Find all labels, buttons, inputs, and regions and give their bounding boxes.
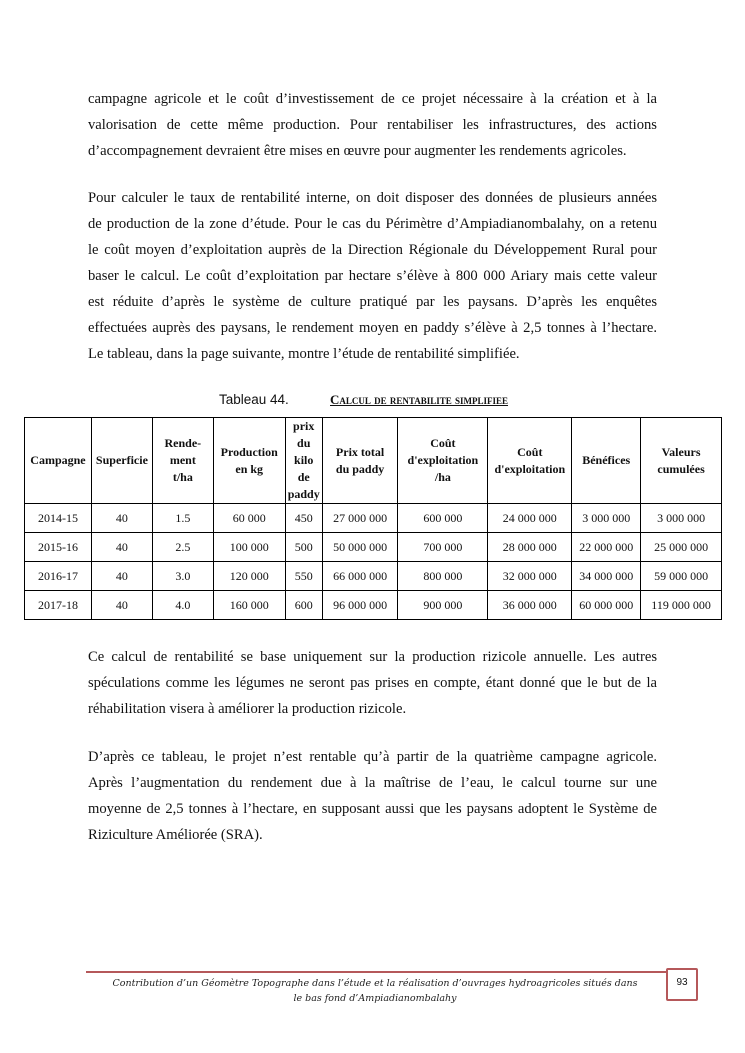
table-cell: 36 000 000 xyxy=(487,590,573,620)
profitability-table: Campagne Superficie Rende- ment t/ha Produc… xyxy=(24,417,722,620)
table-cell: 600 xyxy=(284,590,323,620)
table-cell: 3 000 000 xyxy=(571,503,642,533)
table-cell: 800 000 xyxy=(397,561,489,591)
column-header: prix du kilo de paddy xyxy=(284,417,323,504)
paragraph-line: Ce calcul de rentabilité se base uniquem… xyxy=(88,649,657,665)
paragraph: campagne agricole et le coût d’investiss… xyxy=(88,86,657,164)
paragraph-line: effectuées auprès des paysans, le rendem… xyxy=(88,320,657,336)
table-cell: 450 xyxy=(284,503,323,533)
table-title: Calcul de rentabilite simplifiee xyxy=(330,392,509,407)
paragraph: D’après ce tableau, le projet n’est rent… xyxy=(88,744,657,848)
table-cell: 500 xyxy=(284,532,323,562)
footer-text: Contribution d’un Géomètre Topographe da… xyxy=(112,978,638,1004)
paragraph-line: campagne agricole et le coût d’investiss… xyxy=(88,91,657,107)
paragraph-line: de production de la zone d’étude. Pour l… xyxy=(88,216,657,232)
table-cell: 3.0 xyxy=(151,561,214,591)
table-cell: 2014-15 xyxy=(24,503,92,533)
paragraph: Pour calculer le taux de rentabilité int… xyxy=(88,185,657,367)
footer-divider xyxy=(86,971,666,973)
paragraph-line: D’après ce tableau, le projet n’est rent… xyxy=(88,749,657,765)
table-cell: 50 000 000 xyxy=(321,532,399,562)
table-cell: 24 000 000 xyxy=(487,503,573,533)
column-header: Campagne xyxy=(24,417,92,504)
column-header: Coût d'exploitation xyxy=(487,417,573,504)
table-cell: 40 xyxy=(90,590,153,620)
table-cell: 60 000 000 xyxy=(571,590,642,620)
table-cell: 2016-17 xyxy=(24,561,92,591)
table-cell: 40 xyxy=(90,503,153,533)
paragraph-line: le coût moyen d’exploitation auprès de l… xyxy=(88,242,657,258)
table-cell: 25 000 000 xyxy=(640,532,722,562)
table-cell: 550 xyxy=(284,561,323,591)
paragraph-line: spéculations comme les légumes ne seront… xyxy=(88,675,657,691)
column-header: Valeurs cumulées xyxy=(640,417,722,504)
table-cell: 1.5 xyxy=(151,503,214,533)
paragraph-line: Après l’augmentation du rendement due à … xyxy=(88,775,657,791)
paragraph-line: Riziculture Améliorée (SRA). xyxy=(88,827,263,843)
paragraph-line: baser le calcul. Le coût d’exploitation … xyxy=(88,268,657,284)
paragraph-line: moyenne de 2,5 tonnes à l’hectare, en su… xyxy=(88,801,657,817)
table-cell: 119 000 000 xyxy=(640,590,722,620)
paragraph-line: d’accompagnement devraient être mises en… xyxy=(88,143,627,159)
table-number: Tableau 44. xyxy=(219,392,289,407)
paragraph-line: réhabilitation visera à améliorer la pro… xyxy=(88,701,407,717)
table-row: 2016-17 40 3.0 120 000 550 66 000 000 800 000 3… xyxy=(24,561,722,591)
column-header: Bénéfices xyxy=(571,417,642,504)
page-number: 93 xyxy=(666,968,698,1001)
table-cell: 2015-16 xyxy=(24,532,92,562)
table-cell: 27 000 000 xyxy=(321,503,399,533)
column-header: Production en kg xyxy=(212,417,286,504)
paragraph: Ce calcul de rentabilité se base uniquem… xyxy=(88,644,657,722)
table-header-row: Campagne Superficie Rende- ment t/ha Produc… xyxy=(24,417,722,504)
paragraph-line: Pour calculer le taux de rentabilité int… xyxy=(88,190,657,206)
table-cell: 66 000 000 xyxy=(321,561,399,591)
table-row: 2017-18 40 4.0 160 000 600 96 000 000 900 000 3… xyxy=(24,590,722,620)
paragraph-line: Le tableau, dans la page suivante, montr… xyxy=(88,346,520,362)
table-cell: 22 000 000 xyxy=(571,532,642,562)
table-cell: 100 000 xyxy=(212,532,286,562)
table-cell: 600 000 xyxy=(397,503,489,533)
column-header: Rende- ment t/ha xyxy=(151,417,214,504)
table-cell: 59 000 000 xyxy=(640,561,722,591)
table-row: 2015-16 40 2.5 100 000 500 50 000 000 700 000 2… xyxy=(24,532,722,562)
table-cell: 4.0 xyxy=(151,590,214,620)
table-cell: 40 xyxy=(90,561,153,591)
paragraph-line: est réduite d’après le système de cultur… xyxy=(88,294,657,310)
table-cell: 40 xyxy=(90,532,153,562)
table-cell: 700 000 xyxy=(397,532,489,562)
table-cell: 2.5 xyxy=(151,532,214,562)
table-cell: 2017-18 xyxy=(24,590,92,620)
table-row: 2014-15 40 1.5 60 000 450 27 000 000 600 000 24… xyxy=(24,503,722,533)
table-cell: 28 000 000 xyxy=(487,532,573,562)
table-cell: 60 000 xyxy=(212,503,286,533)
table-cell: 32 000 000 xyxy=(487,561,573,591)
column-header: Coût d'exploitation /ha xyxy=(397,417,489,504)
table-cell: 900 000 xyxy=(397,590,489,620)
table-cell: 160 000 xyxy=(212,590,286,620)
column-header: Superficie xyxy=(90,417,153,504)
table-cell: 34 000 000 xyxy=(571,561,642,591)
table-cell: 96 000 000 xyxy=(321,590,399,620)
paragraph-line: valorisation de cette même production. P… xyxy=(88,117,657,133)
column-header: Prix total du paddy xyxy=(321,417,399,504)
table-cell: 120 000 xyxy=(212,561,286,591)
table-cell: 3 000 000 xyxy=(640,503,722,533)
